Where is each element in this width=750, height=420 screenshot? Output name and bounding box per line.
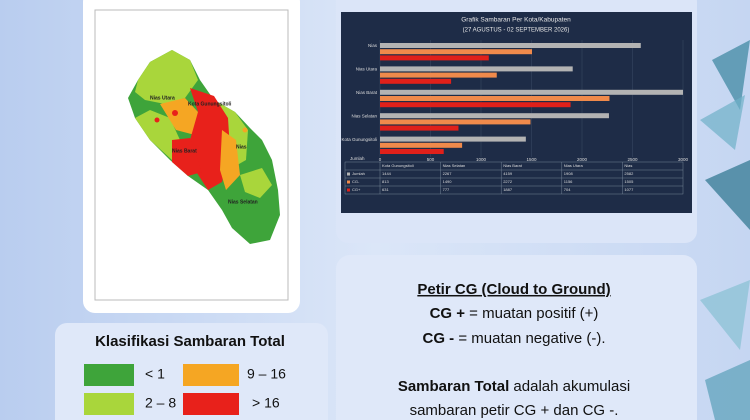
bar — [380, 96, 610, 101]
bar — [380, 49, 533, 55]
chart-subtitle: (27 AGUSTUS - 02 SEPTEMBER 2026) — [463, 28, 570, 34]
bar — [380, 149, 444, 154]
table-value: 813 — [382, 179, 389, 184]
legend-label: 2 – 8 — [145, 395, 176, 411]
bars — [380, 43, 683, 154]
table-header: Nias Utara — [564, 163, 584, 168]
y-tick-label: Kota Gunungsitoli — [341, 137, 377, 142]
x-tick-label: 2000 — [577, 157, 588, 162]
legend-label: CG+ — [352, 187, 361, 192]
info-title: Petir CG (Cloud to Ground) — [417, 281, 610, 298]
x-axis-label: Jumlah — [350, 156, 365, 161]
y-tick-label: Nias Selatan — [351, 113, 377, 118]
bar — [380, 66, 573, 72]
bar — [380, 119, 531, 125]
table-value: 2267 — [443, 171, 453, 176]
table-value: 1505 — [624, 179, 634, 184]
table-header: Nias Selatan — [443, 163, 466, 168]
decoration — [700, 40, 750, 420]
definition: = muatan positif (+) — [465, 305, 598, 322]
bar — [380, 89, 683, 95]
table-header: Nias — [624, 163, 632, 168]
table-value: 777 — [443, 187, 450, 192]
table-value: 2582 — [624, 171, 634, 176]
term: CG + — [430, 305, 466, 322]
bar — [380, 102, 571, 108]
table-value: 1077 — [624, 187, 634, 192]
info-line: CG - = muatan negative (-). — [423, 330, 606, 347]
legend-label: Jumlah — [352, 171, 365, 176]
legend-label: CG- — [352, 179, 360, 184]
y-tick-label: Nias Utara — [356, 67, 378, 72]
legend-title: Klasifikasi Sambaran Total — [95, 333, 285, 350]
table-value: 1444 — [382, 171, 392, 176]
legend-swatch — [347, 172, 350, 176]
table-value: 4159 — [503, 171, 513, 176]
bar — [380, 125, 459, 131]
legend-swatch — [183, 364, 239, 386]
bar — [380, 113, 609, 119]
table-header: Nias Barat — [503, 163, 523, 168]
table-header: Kota Gunungsitoli — [382, 163, 414, 168]
definition: = muatan negative (-). — [454, 330, 605, 347]
map-label: Nias Selatan — [228, 199, 258, 205]
info-line: CG + = muatan positif (+) — [430, 305, 599, 322]
map-frame — [94, 9, 289, 301]
table-value: 704 — [564, 187, 571, 192]
table-value: 1490 — [443, 179, 453, 184]
legend-label: < 1 — [145, 366, 165, 382]
info-line: sambaran petir CG + dan CG -. — [410, 402, 619, 419]
term: CG - — [423, 330, 455, 347]
bar — [380, 136, 526, 142]
x-tick-label: 500 — [427, 157, 435, 162]
legend-label: 9 – 16 — [247, 366, 286, 382]
table-value: 2272 — [503, 179, 513, 184]
table-value: 1908 — [564, 171, 574, 176]
info-line: Sambaran Total adalah akumulasi — [398, 378, 630, 395]
legend-swatch — [347, 180, 350, 184]
map-label: Nias Utara — [150, 95, 175, 101]
legend-swatch — [84, 364, 134, 386]
map — [128, 50, 280, 244]
map-label: Nias Barat — [172, 148, 197, 154]
chart-title: Grafik Sambaran Per Kota/Kabupaten — [461, 17, 571, 24]
term: Sambaran Total — [398, 378, 509, 395]
legend-label: > 16 — [252, 395, 280, 411]
table-value: 1156 — [564, 179, 573, 184]
bar — [380, 78, 452, 84]
definition: adalah akumulasi — [509, 378, 630, 395]
legend-swatch — [84, 393, 134, 415]
map-label: Kota Gunungsitoli — [188, 101, 232, 107]
y-tick-label: Nias Barat — [356, 90, 378, 95]
legend-swatch — [183, 393, 239, 415]
x-tick-label: 2500 — [627, 157, 638, 162]
y-tick-label: Nias — [368, 43, 378, 48]
info-card — [336, 255, 697, 420]
bar — [380, 142, 463, 148]
x-tick-label: 0 — [379, 157, 382, 162]
chart-panel — [341, 12, 692, 213]
table-value: 631 — [382, 187, 389, 192]
x-tick-label: 1000 — [476, 157, 487, 162]
table-value: 1887 — [503, 187, 513, 192]
bar — [380, 55, 489, 61]
bar — [380, 43, 641, 48]
x-tick-label: 3000 — [678, 157, 689, 162]
bar — [380, 72, 497, 78]
x-tick-label: 1500 — [526, 157, 537, 162]
map-label: Nias — [236, 144, 247, 150]
legend-swatch — [347, 188, 350, 192]
